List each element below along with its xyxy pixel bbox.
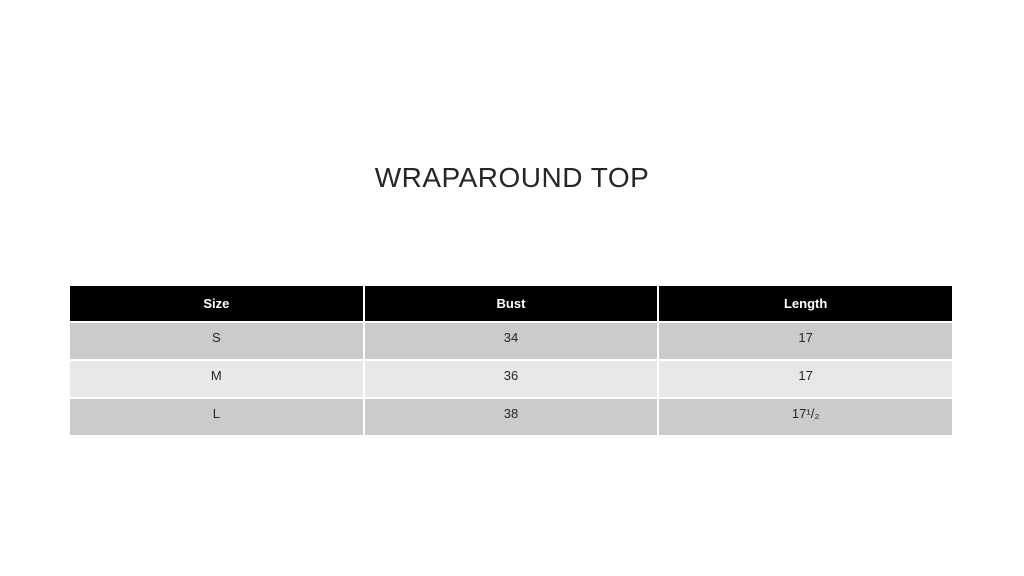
size-table: Size Bust Length S 34 17 M 36 17 L 38 17… bbox=[68, 284, 954, 437]
cell-bust: 38 bbox=[364, 399, 658, 435]
table-row: L 38 17¹/₂ bbox=[70, 399, 952, 435]
cell-length: 17 bbox=[659, 361, 952, 397]
cell-length: 17¹/₂ bbox=[659, 399, 952, 435]
table-row: S 34 17 bbox=[70, 323, 952, 359]
cell-length: 17 bbox=[659, 323, 952, 359]
table-row: M 36 17 bbox=[70, 361, 952, 397]
cell-bust: 36 bbox=[364, 361, 658, 397]
cell-size: M bbox=[70, 361, 363, 397]
cell-size: L bbox=[70, 399, 363, 435]
cell-size: S bbox=[70, 323, 363, 359]
column-header-size: Size bbox=[70, 286, 363, 321]
cell-bust: 34 bbox=[364, 323, 658, 359]
column-header-length: Length bbox=[659, 286, 952, 321]
column-header-bust: Bust bbox=[364, 286, 658, 321]
page-title: WRAPAROUND TOP bbox=[374, 162, 650, 193]
table-header-row: Size Bust Length bbox=[70, 286, 952, 321]
